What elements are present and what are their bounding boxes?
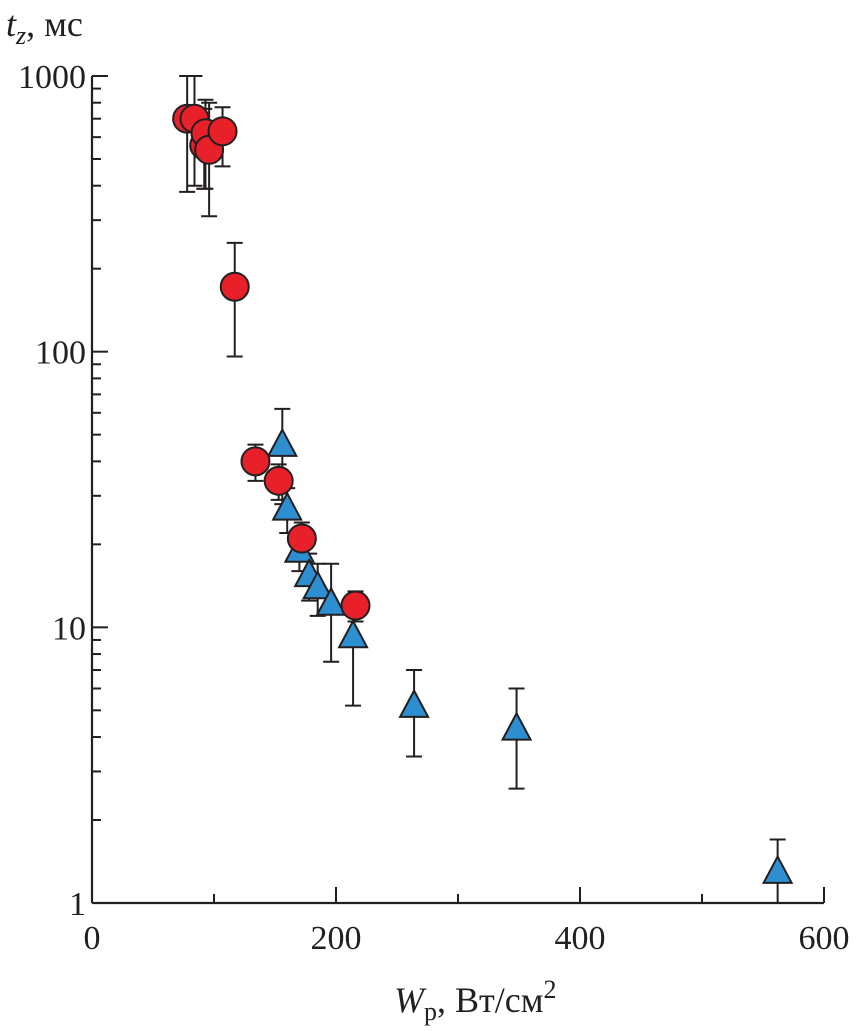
x-tick-label: 0 (84, 920, 101, 957)
x-axis-subscript: p (424, 997, 437, 1026)
y-axis-unit: , мс (26, 4, 83, 44)
x-axis-title: Wp, Вт/см2 (394, 975, 557, 1026)
data-markers (172, 103, 794, 884)
circle-marker (240, 446, 271, 477)
y-tick-label: 1 (69, 886, 86, 923)
y-axis-subscript: z (15, 21, 26, 50)
x-axis-superscript: 2 (544, 975, 557, 1004)
x-tick-label: 200 (311, 920, 362, 957)
triangle-marker (271, 491, 303, 521)
x-axis-unit: , Вт/см (437, 980, 544, 1020)
triangle-marker (398, 688, 430, 718)
x-axis-symbol: W (394, 980, 427, 1020)
triangle-marker (302, 569, 334, 600)
triangle-marker (266, 427, 298, 457)
triangle-marker (315, 586, 347, 616)
y-tick-label: 1000 (18, 59, 86, 96)
y-tick-label: 10 (52, 610, 86, 647)
axes: 1 10 100 1000 0 200 400 600 (18, 59, 850, 957)
x-tick-label: 400 (555, 920, 606, 957)
y-axis-title: tz, мс (6, 4, 83, 50)
y-axis-symbol: t (6, 4, 17, 44)
axis-labels: tz, мс Wp, Вт/см2 (6, 4, 557, 1026)
triangle-marker (337, 618, 369, 649)
triangle-marker (761, 854, 794, 884)
circle-marker (340, 590, 371, 621)
circle-marker (263, 465, 294, 496)
circle-marker (286, 523, 317, 554)
y-tick-label: 100 (35, 335, 86, 372)
circle-marker (207, 116, 238, 147)
triangle-marker (500, 711, 533, 741)
x-tick-label: 600 (799, 920, 850, 957)
circle-marker (219, 271, 250, 302)
